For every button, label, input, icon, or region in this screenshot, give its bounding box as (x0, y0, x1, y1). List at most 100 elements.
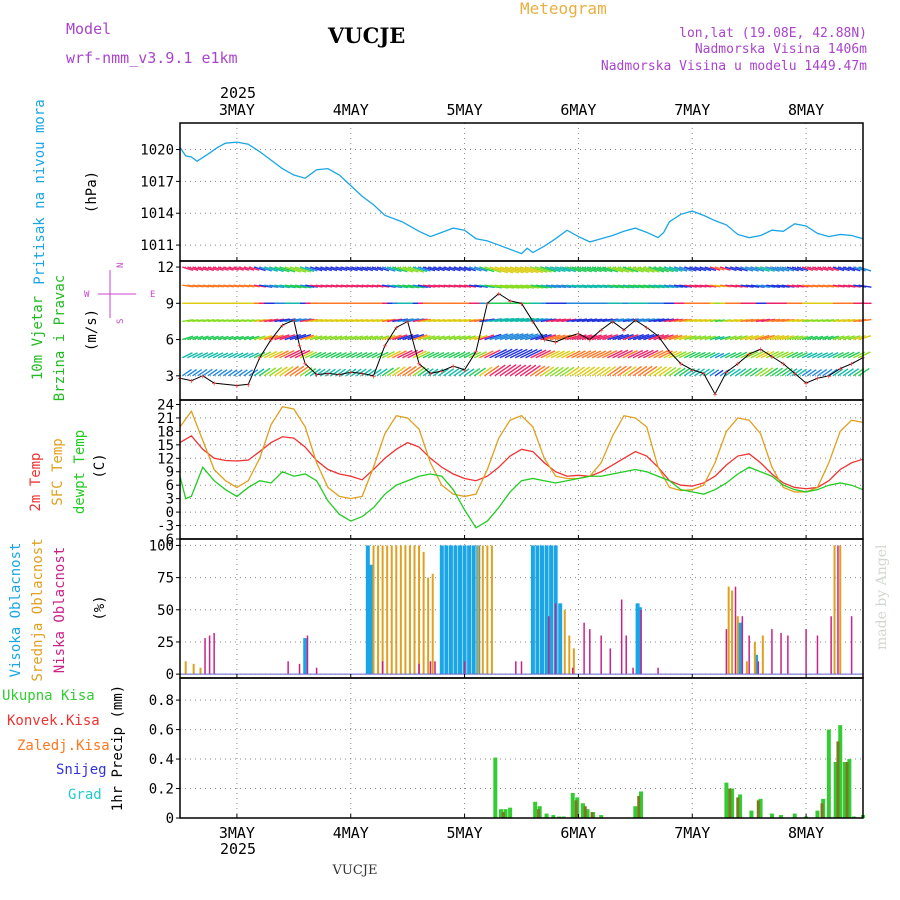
wind-arrow (591, 334, 607, 341)
wind-arrow (740, 284, 754, 288)
wind-arrow (761, 318, 776, 323)
wind-arrow (725, 266, 737, 272)
wind-arrow (392, 284, 408, 289)
wind-arrow (438, 351, 450, 359)
wind-arrow (381, 284, 396, 288)
plot-area: + + + + + + + + + + + + + + + + + + + + + + + + + + + + + + + + + + + + + + + +… (178, 261, 872, 400)
wind-arrow (320, 351, 332, 359)
day-label-bottom: 8MAY (788, 824, 824, 842)
wind-arrow (489, 317, 509, 323)
wind-arrow (192, 368, 203, 377)
bar (748, 635, 750, 675)
compass-icon: N S W E (84, 263, 155, 324)
wind-arrows (181, 266, 872, 377)
wind-arrow (407, 349, 424, 359)
bar (462, 545, 467, 675)
wind-arrow (745, 266, 759, 272)
bar (530, 545, 535, 675)
wind-arrow (617, 318, 635, 323)
wind-arrow (310, 284, 323, 288)
day-label-bottom: 4MAY (333, 824, 369, 842)
wind-arrow (412, 318, 428, 323)
wind-arrow (643, 284, 660, 289)
wind-arrow (832, 368, 844, 377)
wind-arrow (335, 284, 348, 288)
wind-arrow (402, 266, 419, 273)
wind-arrow (469, 318, 483, 323)
wind-arrow (638, 284, 656, 289)
wind-arrow (550, 284, 567, 289)
wind-arrow (827, 284, 840, 288)
bar (463, 661, 466, 675)
wind-arrow (212, 352, 224, 359)
wind-arrow (428, 318, 441, 323)
wind-speed-point: + (519, 299, 524, 308)
wind-arrow (274, 334, 290, 341)
wind-speed-point: + (246, 380, 251, 389)
wind-arrow (612, 349, 629, 359)
wind-arrow (801, 335, 814, 341)
wind-arrow (535, 365, 550, 377)
wind-arrow (766, 284, 781, 288)
wind-arrow (274, 284, 291, 289)
bar (548, 616, 550, 675)
wind-arrow (766, 266, 780, 272)
wind-arrow (714, 369, 724, 377)
wind-arrow (648, 366, 663, 377)
wind-speed-point: + (747, 350, 752, 359)
wind-arrow (556, 266, 571, 273)
wind-arrow (294, 318, 312, 323)
wind-arrow (842, 351, 855, 359)
wind-arrow (422, 335, 436, 341)
wind-arrow (489, 364, 506, 377)
wind-arrow (658, 266, 674, 273)
bar (837, 545, 839, 675)
wind-arrow (714, 266, 725, 271)
wind-arrow (776, 266, 790, 272)
wind-arrow (304, 351, 318, 359)
wind-arrow (776, 351, 789, 359)
wind-arrow (663, 318, 679, 323)
wind-arrow (638, 318, 656, 323)
wind-arrow (453, 335, 466, 341)
wind-arrow (330, 351, 342, 359)
bar (413, 545, 416, 675)
wind-arrow (740, 318, 754, 323)
wind-arrow (556, 284, 572, 289)
wind-arrow (381, 351, 395, 359)
wind-arrow (376, 318, 390, 323)
wind-ylabel-1: 10m Vjetar (30, 296, 46, 380)
wind-arrow (448, 266, 461, 272)
wind-arrow (422, 284, 436, 288)
wind-arrow (228, 335, 239, 341)
bar (736, 797, 740, 818)
wind-arrow (858, 335, 872, 341)
wind-arrow (566, 266, 582, 273)
y-tick-label: 0.4 (149, 752, 174, 768)
wind-arrow (750, 266, 765, 272)
wind-arrow (627, 284, 645, 289)
y-tick-label: 0 (166, 667, 174, 683)
bar (753, 654, 758, 675)
wind-arrow (407, 365, 423, 377)
wind-arrow (351, 351, 363, 359)
wind-arrow (725, 318, 737, 323)
wind-arrow (325, 335, 338, 341)
wind-arrow (658, 318, 675, 323)
wind-arrow (243, 369, 253, 377)
wind-arrow (704, 266, 717, 272)
wind-speed-point: + (189, 377, 194, 386)
wind-arrow (274, 266, 290, 273)
wind-arrow (694, 335, 707, 341)
wind-arrow (781, 318, 795, 323)
wind-arrow (827, 319, 840, 323)
wind-arrow (468, 266, 482, 272)
bar (845, 762, 849, 818)
wind-arrow (474, 284, 488, 288)
wind-arrow (478, 366, 493, 377)
bar (471, 545, 476, 675)
wind-arrow (637, 349, 654, 359)
wind-arrow (771, 318, 785, 323)
wind-arrow (720, 319, 731, 323)
